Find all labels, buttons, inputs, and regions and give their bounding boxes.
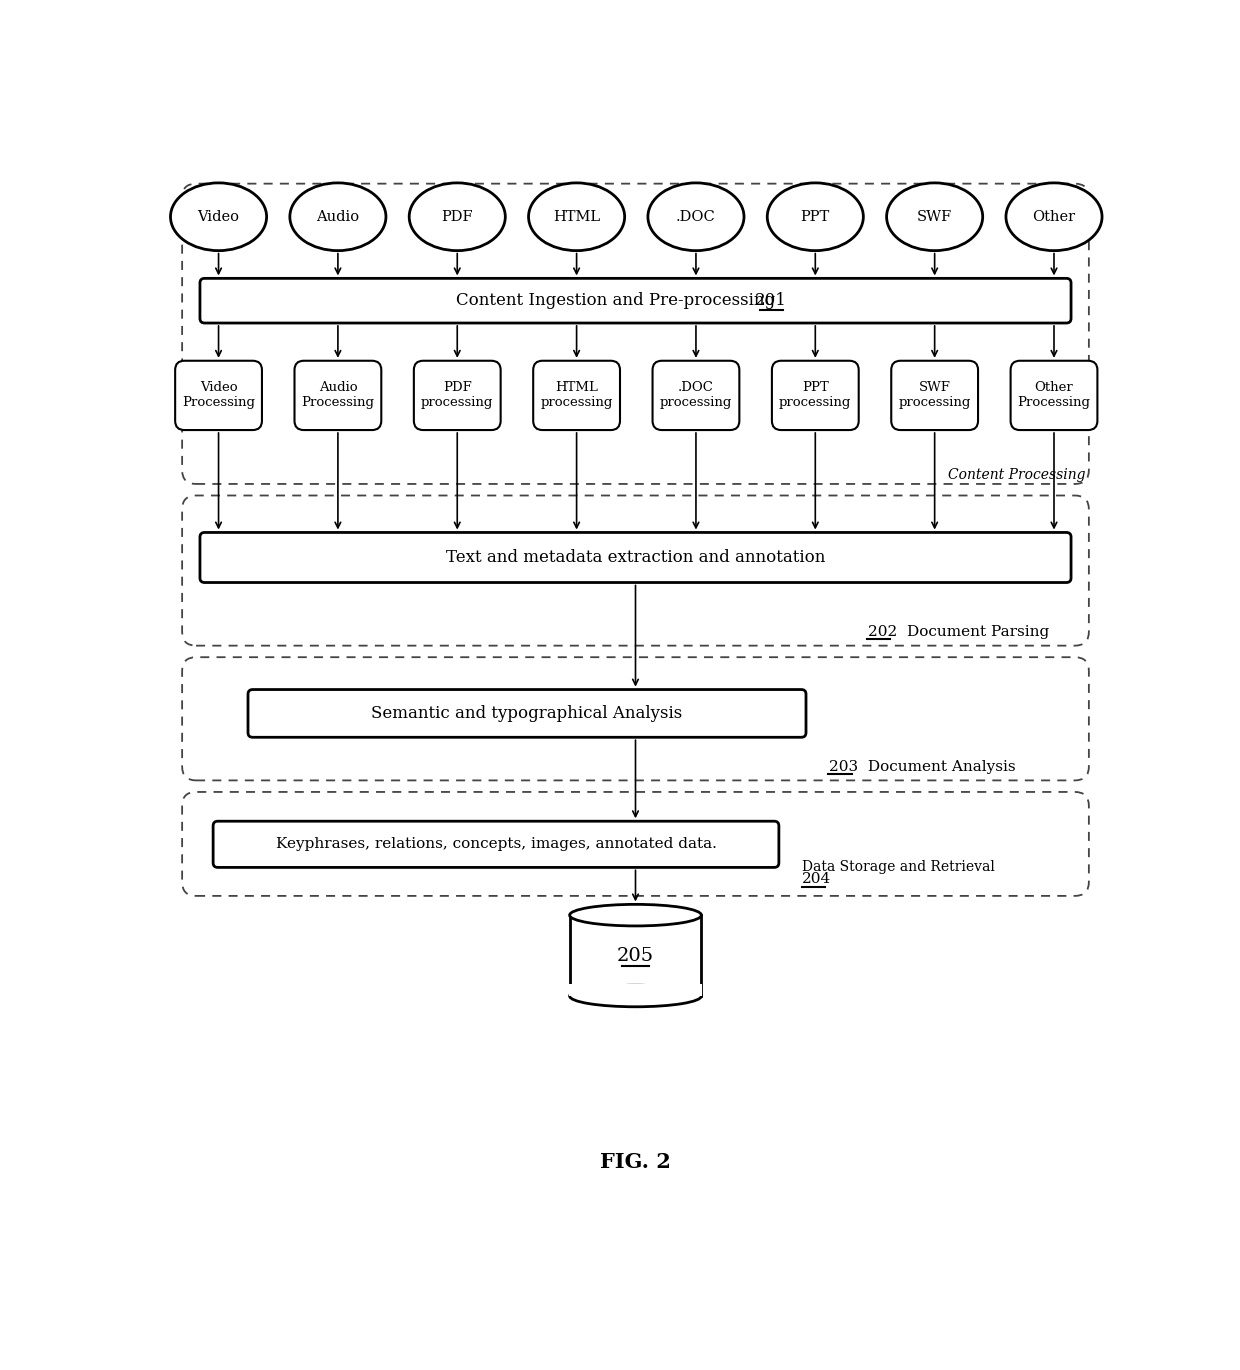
Ellipse shape <box>528 182 625 251</box>
Ellipse shape <box>409 182 506 251</box>
FancyBboxPatch shape <box>414 360 501 430</box>
Ellipse shape <box>171 182 267 251</box>
FancyBboxPatch shape <box>182 658 1089 781</box>
Ellipse shape <box>1006 182 1102 251</box>
FancyBboxPatch shape <box>1011 360 1097 430</box>
Ellipse shape <box>887 182 982 251</box>
Ellipse shape <box>569 985 702 1007</box>
FancyBboxPatch shape <box>652 360 739 430</box>
Text: PPT
processing: PPT processing <box>779 381 852 410</box>
Text: PPT: PPT <box>801 210 830 223</box>
Ellipse shape <box>768 182 863 251</box>
Text: Semantic and typographical Analysis: Semantic and typographical Analysis <box>371 706 683 722</box>
Ellipse shape <box>290 182 386 251</box>
Text: 202  Document Parsing: 202 Document Parsing <box>868 625 1049 638</box>
Text: PDF: PDF <box>441 210 474 223</box>
Text: Content Processing: Content Processing <box>947 467 1085 482</box>
Text: Audio
Processing: Audio Processing <box>301 381 374 410</box>
Text: Keyphrases, relations, concepts, images, annotated data.: Keyphrases, relations, concepts, images,… <box>275 837 717 851</box>
Text: Video: Video <box>197 210 239 223</box>
FancyBboxPatch shape <box>213 821 779 867</box>
Ellipse shape <box>649 182 744 251</box>
Text: Content Ingestion and Pre-processing: Content Ingestion and Pre-processing <box>456 292 791 310</box>
Text: .DOC
processing: .DOC processing <box>660 381 732 410</box>
Text: Audio: Audio <box>316 210 360 223</box>
Text: 204: 204 <box>802 871 831 886</box>
FancyBboxPatch shape <box>182 184 1089 484</box>
FancyBboxPatch shape <box>248 689 806 737</box>
FancyBboxPatch shape <box>771 360 858 430</box>
FancyBboxPatch shape <box>200 533 1071 582</box>
Text: SWF
processing: SWF processing <box>899 381 971 410</box>
Text: HTML: HTML <box>553 210 600 223</box>
Text: .DOC: .DOC <box>676 210 715 223</box>
Text: Other
Processing: Other Processing <box>1018 381 1090 410</box>
FancyBboxPatch shape <box>569 984 702 996</box>
Text: PDF
processing: PDF processing <box>422 381 494 410</box>
Text: Video
Processing: Video Processing <box>182 381 255 410</box>
FancyBboxPatch shape <box>569 915 702 996</box>
FancyBboxPatch shape <box>182 496 1089 645</box>
Text: FIG. 2: FIG. 2 <box>600 1152 671 1171</box>
FancyBboxPatch shape <box>200 278 1071 323</box>
FancyBboxPatch shape <box>295 360 382 430</box>
Text: Data Storage and Retrieval: Data Storage and Retrieval <box>802 859 994 874</box>
FancyBboxPatch shape <box>175 360 262 430</box>
Text: 205: 205 <box>618 947 653 964</box>
FancyBboxPatch shape <box>892 360 978 430</box>
Text: Other: Other <box>1033 210 1075 223</box>
Text: HTML
processing: HTML processing <box>541 381 613 410</box>
FancyBboxPatch shape <box>182 792 1089 896</box>
Text: Text and metadata extraction and annotation: Text and metadata extraction and annotat… <box>446 549 825 566</box>
Ellipse shape <box>569 904 702 926</box>
Text: SWF: SWF <box>918 210 952 223</box>
Text: 201: 201 <box>755 292 787 310</box>
FancyBboxPatch shape <box>533 360 620 430</box>
Text: 203  Document Analysis: 203 Document Analysis <box>830 759 1016 774</box>
